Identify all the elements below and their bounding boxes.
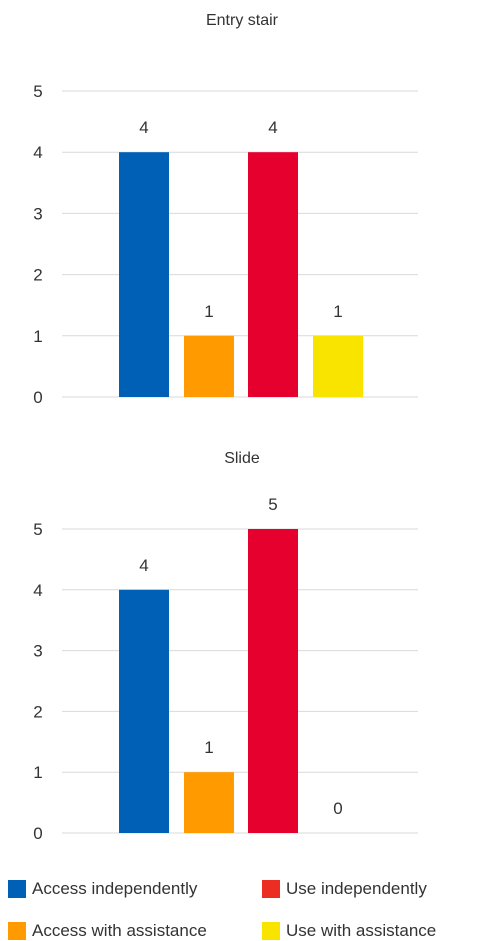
- legend-label: Use independently: [286, 879, 427, 898]
- legend-swatch-orange: [8, 922, 26, 940]
- bar-access-with-assistance: [184, 772, 234, 833]
- bar-access-independently: [119, 589, 169, 833]
- data-label: 1: [204, 738, 213, 757]
- data-label: 5: [268, 495, 277, 514]
- y-tick-label: 3: [33, 204, 42, 223]
- chart-legend: Access independently Use independently A…: [0, 872, 484, 940]
- legend-item-use-independently: Use independently: [262, 879, 427, 899]
- y-tick-label: 5: [33, 82, 42, 101]
- y-tick-label: 1: [33, 763, 42, 782]
- legend-swatch-red: [262, 880, 280, 898]
- chart-title: Entry stair: [206, 12, 279, 29]
- legend-swatch-yellow: [262, 922, 280, 940]
- data-label: 4: [139, 118, 148, 137]
- y-tick-label: 4: [33, 581, 42, 600]
- data-label: 1: [204, 302, 213, 321]
- data-label: 4: [268, 118, 277, 137]
- y-tick-label: 4: [33, 143, 42, 162]
- legend-label: Use with assistance: [286, 921, 437, 940]
- legend-item-access-independently: Access independently: [8, 879, 197, 899]
- bar-use-independently: [248, 529, 298, 833]
- legend-label: Access with assistance: [32, 921, 207, 940]
- y-tick-label: 2: [33, 702, 42, 721]
- data-label: 4: [139, 556, 148, 575]
- bar-access-independently: [119, 152, 169, 397]
- legend-label: Access independently: [32, 879, 198, 898]
- bar-use-with-assistance: [313, 335, 363, 397]
- bar-access-with-assistance: [184, 335, 234, 397]
- y-tick-label: 3: [33, 642, 42, 661]
- y-tick-label: 0: [33, 388, 42, 407]
- data-label: 0: [333, 799, 342, 818]
- chart-title: Slide: [224, 450, 260, 467]
- bar-use-independently: [248, 152, 298, 397]
- legend-item-access-with-assistance: Access with assistance: [8, 921, 207, 941]
- data-label: 1: [333, 302, 342, 321]
- y-tick-label: 5: [33, 520, 42, 539]
- y-tick-label: 0: [33, 824, 42, 843]
- legend-item-use-with-assistance: Use with assistance: [262, 921, 436, 941]
- y-tick-label: 1: [33, 327, 42, 346]
- y-tick-label: 2: [33, 266, 42, 285]
- legend-swatch-blue: [8, 880, 26, 898]
